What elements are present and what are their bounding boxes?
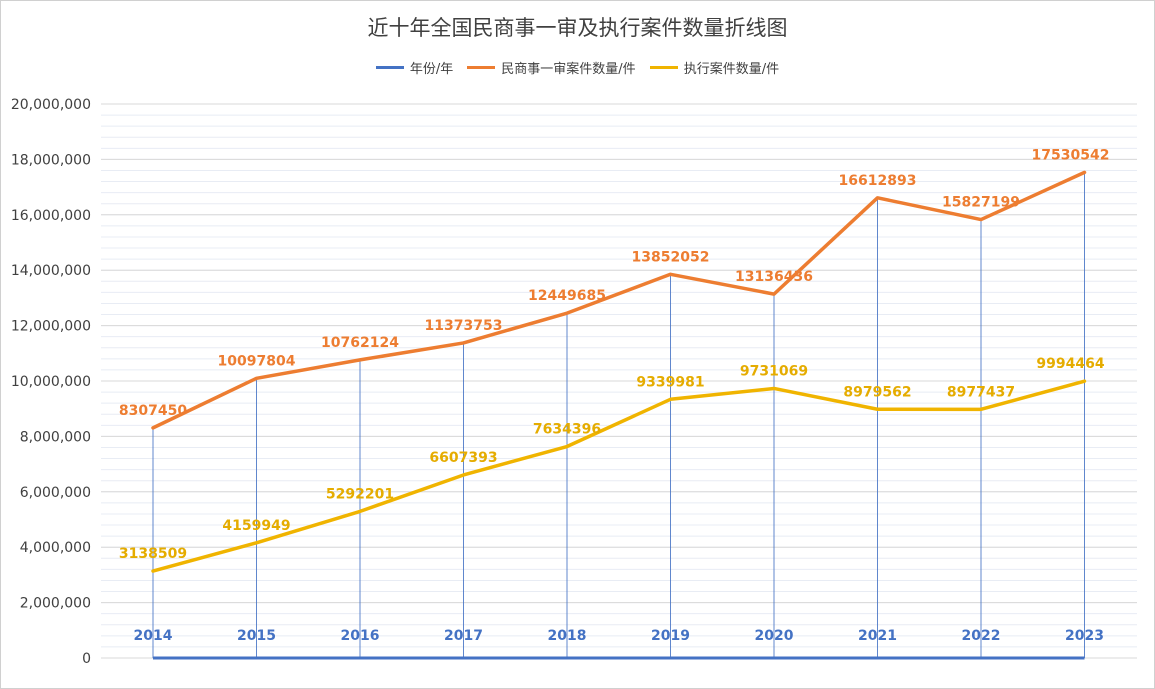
x-tick-label: 2023 bbox=[1065, 628, 1104, 644]
data-label-execution-cases: 9731069 bbox=[740, 363, 808, 379]
y-tick-label: 2,000,000 bbox=[20, 596, 91, 612]
legend-item-execution-cases: 执行案件数量/件 bbox=[649, 58, 780, 77]
y-tick-label: 16,000,000 bbox=[11, 208, 91, 224]
legend-label-civil-cases: 民商事一审案件数量/件 bbox=[501, 62, 636, 77]
data-label-execution-cases: 8979562 bbox=[843, 384, 911, 400]
x-tick-label: 2016 bbox=[341, 628, 380, 644]
data-label-civil-cases: 10097804 bbox=[218, 353, 296, 369]
legend-swatch-year bbox=[375, 66, 404, 69]
data-label-execution-cases: 3138509 bbox=[119, 546, 187, 562]
series-line-civil-cases bbox=[151, 170, 1087, 430]
y-tick-label: 0 bbox=[82, 651, 91, 667]
data-labels: 8307450 10097804 10762124 11373753 12449685 1… bbox=[119, 147, 1110, 562]
chart-legend: 年份/年 民商事一审案件数量/件 执行案件数量/件 bbox=[0, 58, 1155, 77]
x-tick-label: 2018 bbox=[548, 628, 587, 644]
data-label-civil-cases: 10762124 bbox=[321, 335, 399, 351]
y-tick-label: 4,000,000 bbox=[20, 540, 91, 556]
x-tick-label: 2014 bbox=[134, 628, 173, 644]
y-tick-label: 6,000,000 bbox=[20, 485, 91, 501]
x-tick-label: 2017 bbox=[444, 628, 483, 644]
data-label-civil-cases: 17530542 bbox=[1032, 147, 1110, 163]
y-tick-label: 14,000,000 bbox=[11, 263, 91, 279]
legend-label-execution-cases: 执行案件数量/件 bbox=[683, 62, 780, 77]
data-label-execution-cases: 9994464 bbox=[1036, 356, 1104, 372]
legend-item-civil-cases: 民商事一审案件数量/件 bbox=[467, 58, 636, 77]
x-tick-label: 2021 bbox=[858, 628, 897, 644]
y-tick-label: 20,000,000 bbox=[11, 97, 91, 113]
data-label-execution-cases: 8977437 bbox=[947, 384, 1015, 400]
legend-label-year: 年份/年 bbox=[409, 62, 454, 77]
data-label-civil-cases: 13136436 bbox=[735, 269, 813, 285]
data-label-execution-cases: 9339981 bbox=[636, 374, 704, 390]
data-label-civil-cases: 13852052 bbox=[632, 249, 710, 265]
x-tick-label: 2022 bbox=[962, 628, 1001, 644]
x-tick-label: 2015 bbox=[237, 628, 276, 644]
x-tick-label: 2019 bbox=[651, 628, 690, 644]
data-label-execution-cases: 7634396 bbox=[533, 422, 601, 438]
series-lines bbox=[151, 170, 1087, 660]
data-label-civil-cases: 16612893 bbox=[839, 173, 917, 189]
y-axis: 0 2,000,000 4,000,000 6,000,000 8,000,000 10,… bbox=[11, 97, 91, 667]
data-label-execution-cases: 5292201 bbox=[326, 486, 394, 502]
data-label-civil-cases: 15827199 bbox=[942, 195, 1020, 211]
series-line-execution-cases bbox=[151, 379, 1087, 573]
year-drop-lines bbox=[152, 172, 1085, 658]
legend-swatch-civil-cases bbox=[467, 66, 496, 69]
legend-item-year: 年份/年 bbox=[375, 58, 454, 77]
data-label-civil-cases: 12449685 bbox=[528, 288, 606, 304]
x-tick-label: 2020 bbox=[755, 628, 794, 644]
y-tick-label: 8,000,000 bbox=[20, 429, 91, 445]
chart-title: 近十年全国民商事一审及执行案件数量折线图 bbox=[367, 16, 788, 40]
y-tick-label: 18,000,000 bbox=[11, 152, 91, 168]
y-tick-label: 12,000,000 bbox=[11, 319, 91, 335]
legend-swatch-execution-cases bbox=[649, 66, 678, 69]
data-label-civil-cases: 8307450 bbox=[119, 403, 187, 419]
data-label-execution-cases: 6607393 bbox=[429, 450, 497, 466]
data-label-civil-cases: 11373753 bbox=[425, 318, 503, 334]
y-tick-label: 10,000,000 bbox=[11, 374, 91, 390]
data-label-execution-cases: 4159949 bbox=[222, 518, 290, 534]
x-axis: 2014 2015 2016 2017 2018 2019 2020 2021 2022 2023 bbox=[134, 628, 1104, 644]
